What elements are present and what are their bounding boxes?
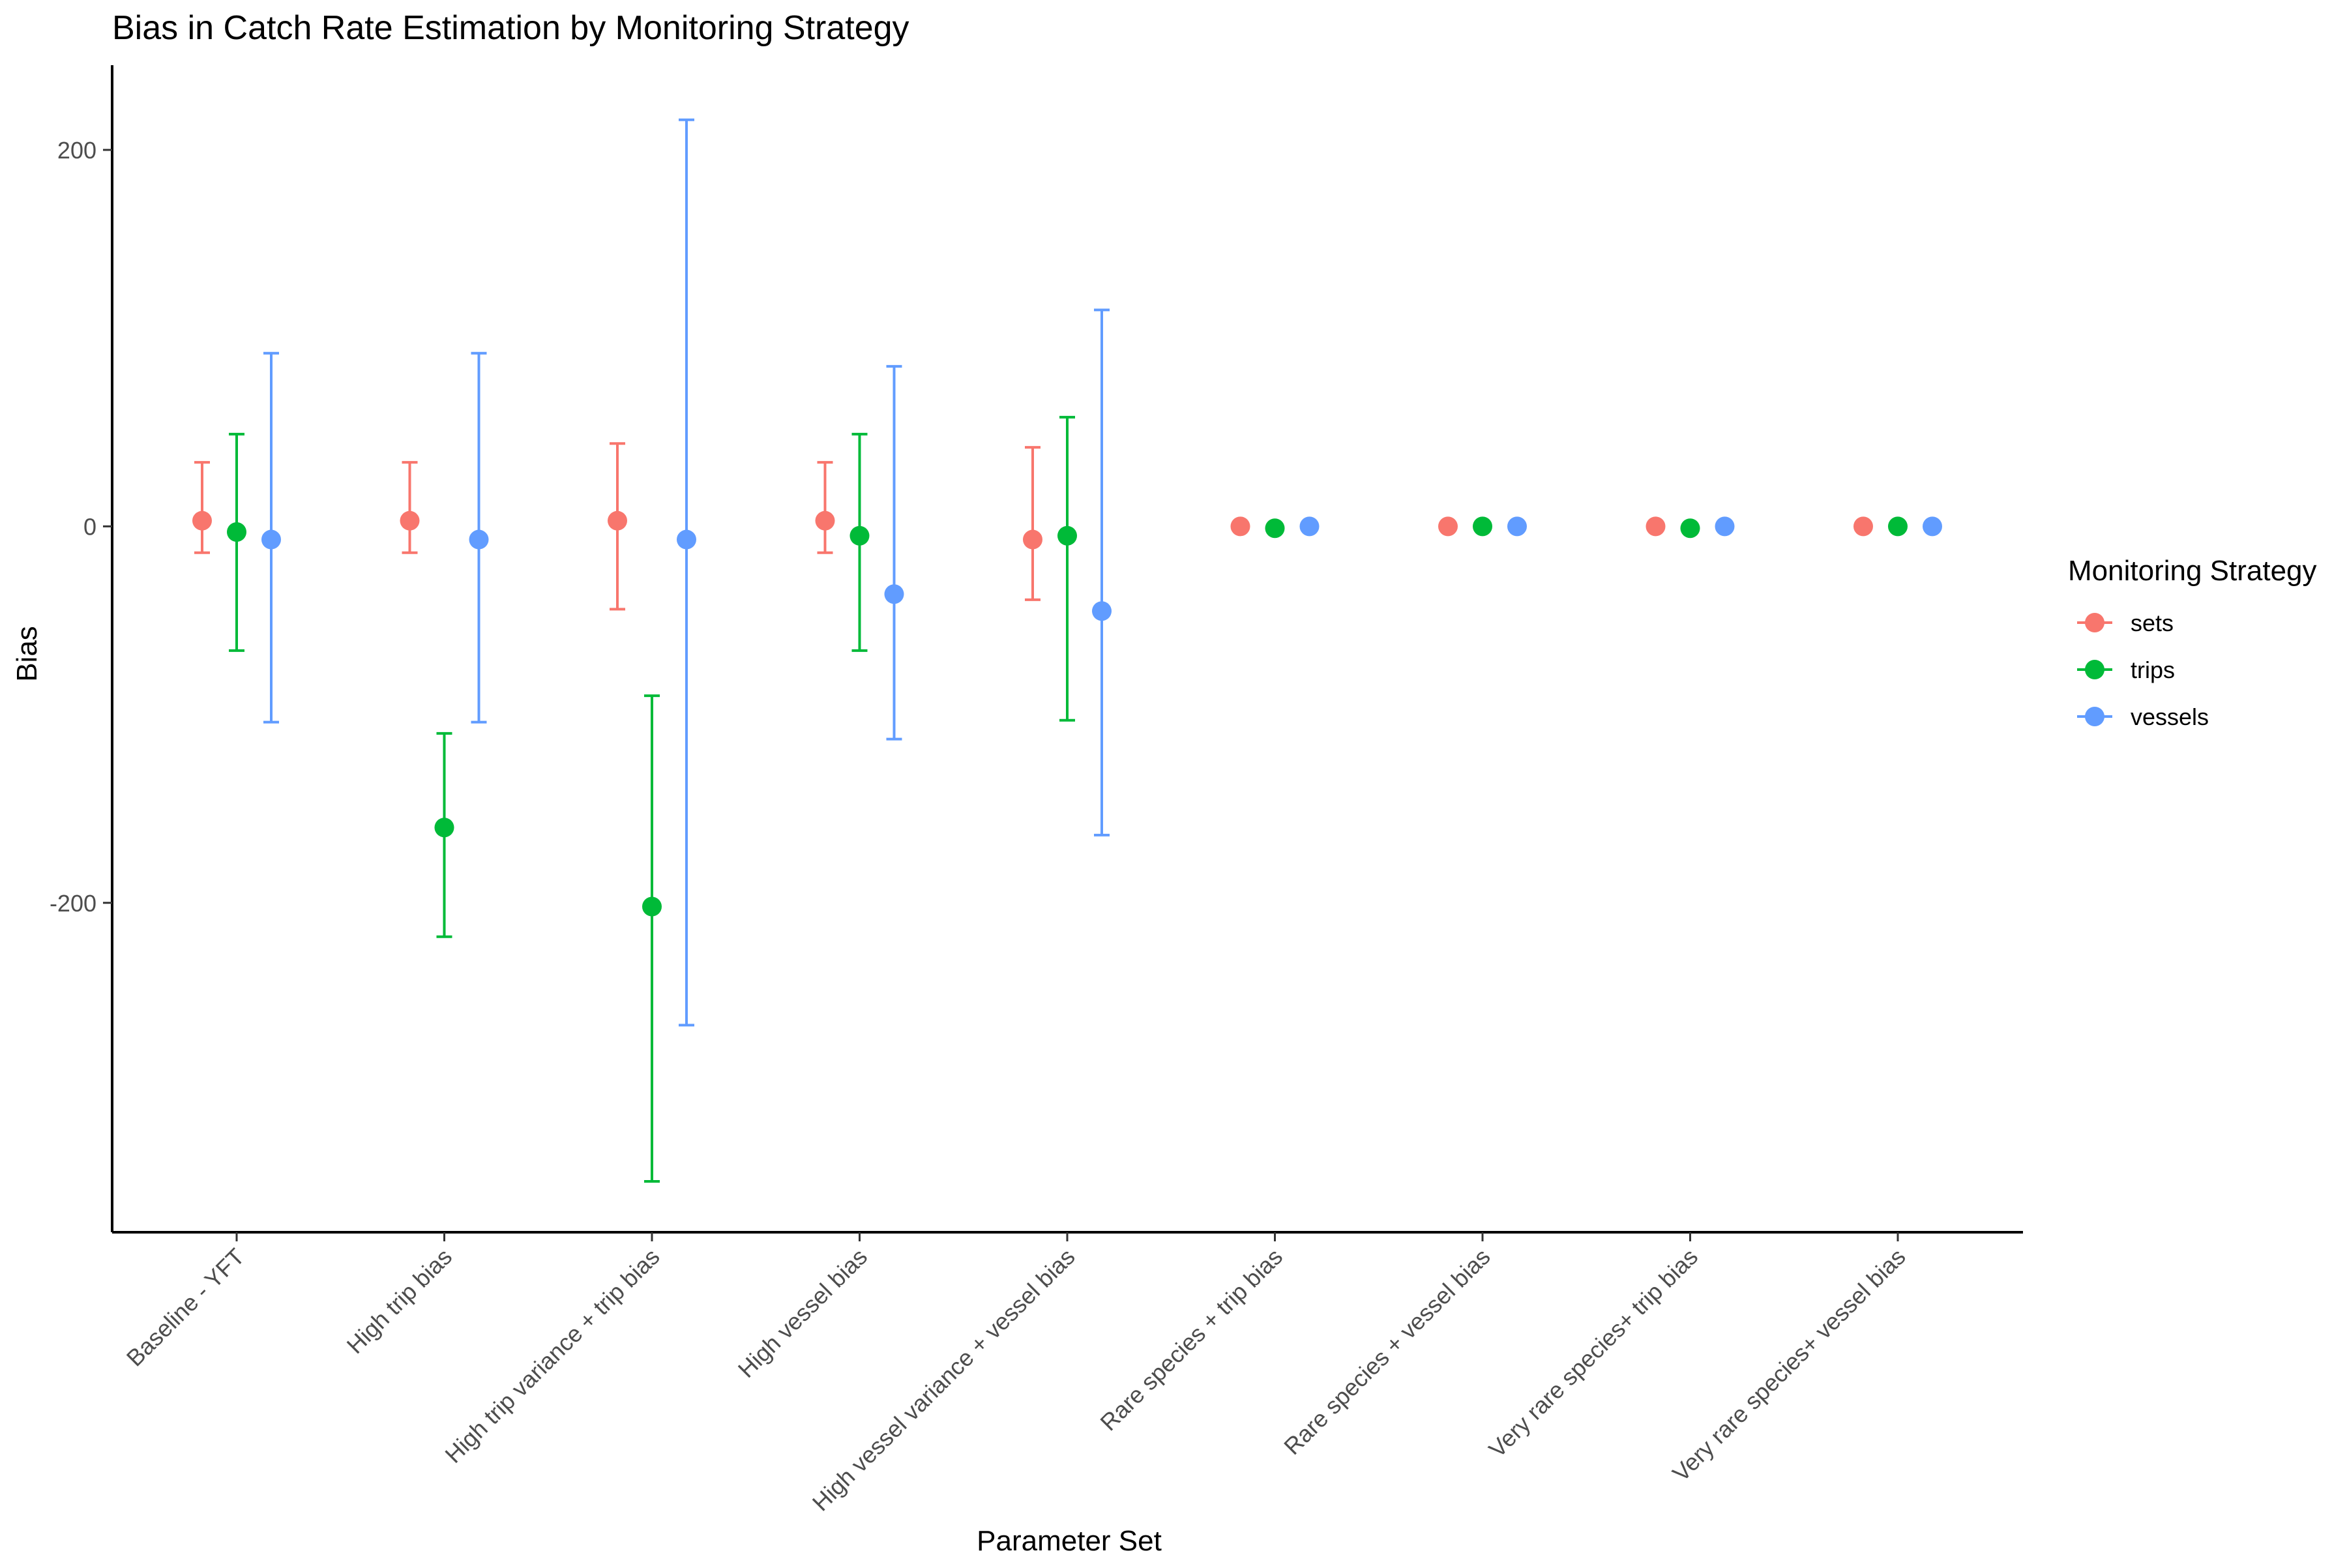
y-tick-label: 0 [83, 513, 96, 540]
y-tick-label: -200 [50, 890, 96, 917]
point-sets [1230, 516, 1250, 537]
point-sets [1646, 516, 1666, 537]
point-trips [227, 522, 246, 542]
point-vessels [1299, 516, 1320, 537]
series-trips [227, 415, 1908, 1183]
series-sets [192, 442, 1873, 611]
error-bar-sets [402, 461, 418, 554]
legend-items: sets trips vessels [2077, 610, 2209, 730]
legend-label: sets [2131, 610, 2174, 636]
error-bar-sets [194, 461, 210, 554]
error-bar-trips [1059, 415, 1075, 722]
point-sets [400, 510, 420, 531]
error-bar-vessels [1094, 308, 1110, 836]
x-tick-label: Rare species + vessel bias [1278, 1243, 1495, 1460]
point-trips [1057, 525, 1077, 546]
point-vessels [1092, 601, 1112, 621]
y-axis-ticks: -200 0 200 [50, 137, 112, 917]
x-tick-label: Very rare species+ trip bias [1483, 1243, 1703, 1463]
legend-item-trips: trips [2077, 657, 2175, 683]
legend-item-sets: sets [2077, 610, 2174, 636]
error-bar-sets [1025, 446, 1041, 601]
point-trips [434, 818, 454, 838]
x-axis-title: Parameter Set [977, 1525, 1162, 1557]
x-tick-label: Baseline - YFT [121, 1243, 250, 1372]
point-vessels [884, 584, 904, 604]
point-sets [1438, 516, 1458, 537]
plot-area [192, 118, 1942, 1183]
point-trips [1265, 518, 1285, 539]
chart-title: Bias in Catch Rate Estimation by Monitor… [112, 9, 909, 47]
point-sets [815, 510, 835, 531]
x-tick-label: Rare species + trip bias [1095, 1243, 1288, 1436]
legend-label: trips [2131, 657, 2175, 683]
point-vessels [1507, 516, 1527, 537]
point-sets [1023, 529, 1042, 550]
point-sets [192, 510, 212, 531]
point-sets [1853, 516, 1873, 537]
point-trips [1680, 518, 1700, 539]
y-tick-label: 200 [57, 137, 96, 164]
point-trips [642, 896, 662, 917]
point-trips [1888, 516, 1908, 537]
legend-item-vessels: vessels [2077, 703, 2209, 730]
x-tick-label: Very rare species+ vessel bias [1667, 1243, 1911, 1487]
series-vessels [261, 118, 1942, 1027]
error-bar-trips [644, 694, 660, 1183]
point-trips [849, 525, 870, 546]
error-bar-trips [229, 432, 244, 652]
error-bar-sets [817, 461, 833, 554]
point-vessels [677, 529, 696, 550]
x-tick-label: High trip bias [342, 1243, 458, 1359]
x-tick-label: High trip variance + trip bias [439, 1243, 664, 1468]
y-axis-title: Bias [11, 626, 43, 682]
legend-key-point [2085, 660, 2104, 679]
point-trips [1473, 516, 1492, 537]
point-vessels [1715, 516, 1735, 537]
legend-key-point [2085, 707, 2104, 726]
legend-key-point [2085, 613, 2104, 632]
legend: Monitoring Strategy sets trips vessels [2068, 555, 2317, 730]
point-sets [608, 510, 627, 531]
error-bar-vessels [886, 364, 902, 741]
error-bar-vessels [679, 118, 694, 1027]
legend-title: Monitoring Strategy [2068, 555, 2317, 587]
x-tick-label: High vessel bias [733, 1243, 872, 1383]
point-vessels [1923, 516, 1942, 537]
point-vessels [469, 529, 489, 550]
legend-label: vessels [2131, 703, 2209, 730]
point-vessels [261, 529, 281, 550]
